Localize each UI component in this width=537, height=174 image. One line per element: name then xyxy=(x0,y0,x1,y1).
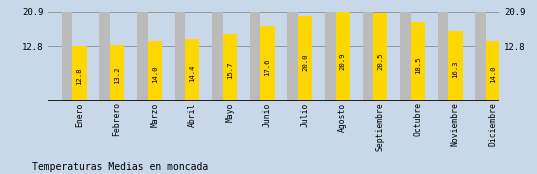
Bar xyxy=(250,12,260,101)
Text: 14.0: 14.0 xyxy=(152,65,158,83)
Bar xyxy=(325,12,336,101)
Text: 20.0: 20.0 xyxy=(302,54,308,71)
Text: 12.8: 12.8 xyxy=(77,68,83,85)
Text: 20.9: 20.9 xyxy=(340,52,346,69)
Text: 14.0: 14.0 xyxy=(490,65,496,83)
Bar xyxy=(287,12,298,101)
Bar xyxy=(223,34,237,101)
Bar xyxy=(438,12,448,101)
Bar xyxy=(99,12,110,101)
Text: 14.4: 14.4 xyxy=(190,65,195,82)
Bar xyxy=(400,12,411,101)
Bar xyxy=(448,31,462,101)
Bar xyxy=(72,46,86,101)
Bar xyxy=(362,12,373,101)
Bar xyxy=(411,22,425,101)
Text: Temperaturas Medias en moncada: Temperaturas Medias en moncada xyxy=(32,162,208,172)
Text: 20.5: 20.5 xyxy=(378,53,383,70)
Bar xyxy=(212,12,223,101)
Text: 15.7: 15.7 xyxy=(227,62,233,80)
Bar xyxy=(148,41,162,101)
Bar xyxy=(373,13,387,101)
Bar xyxy=(475,12,486,101)
Bar xyxy=(110,45,124,101)
Bar xyxy=(185,39,199,101)
Bar xyxy=(260,26,274,101)
Text: 17.6: 17.6 xyxy=(265,58,271,76)
Text: 18.5: 18.5 xyxy=(415,57,421,74)
Bar xyxy=(298,15,312,101)
Bar xyxy=(486,41,500,101)
Text: 16.3: 16.3 xyxy=(453,61,459,78)
Bar xyxy=(137,12,148,101)
Bar xyxy=(175,12,185,101)
Bar xyxy=(62,12,72,101)
Text: 13.2: 13.2 xyxy=(114,67,120,84)
Bar xyxy=(336,12,350,101)
